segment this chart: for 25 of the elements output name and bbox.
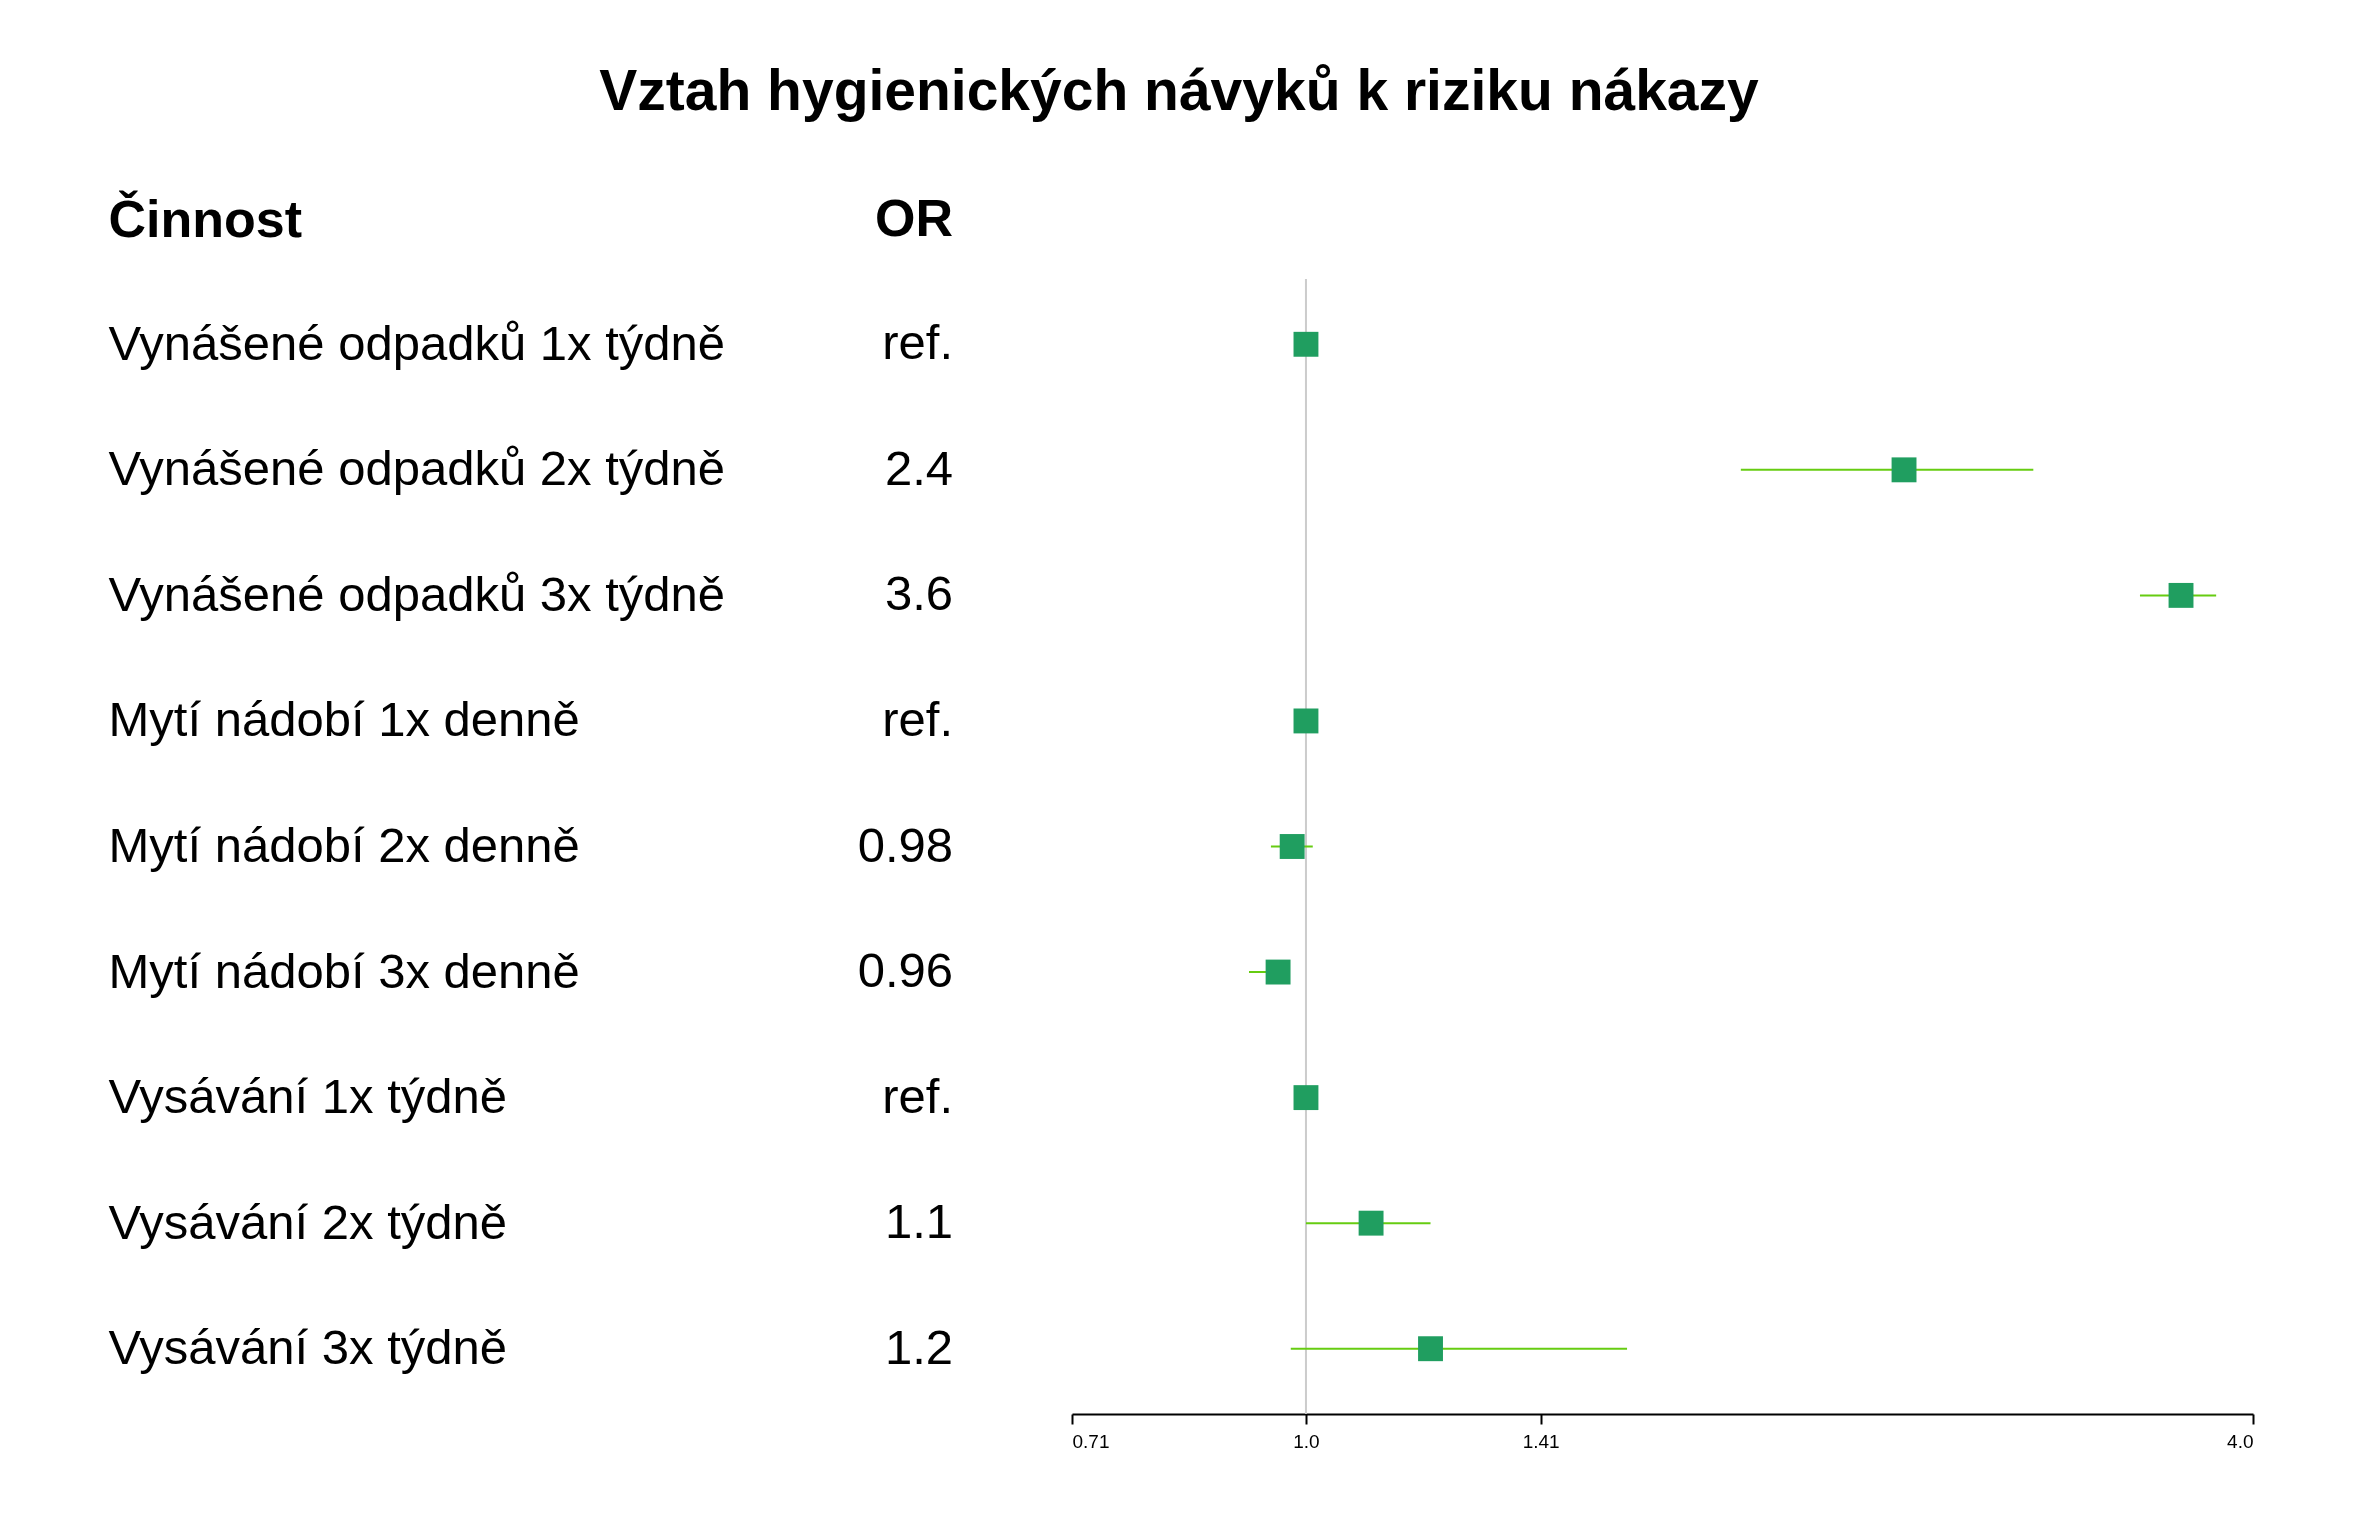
y-tick-label: Mytí nádobí 2x denně — [108, 818, 580, 872]
data-label: ref. — [882, 315, 953, 370]
x-tick-label: 0.71 — [1072, 1430, 1110, 1452]
chart-title: Vztah hygienických návyků k riziku nákazy — [599, 58, 1760, 122]
data-label: 0.98 — [857, 817, 953, 872]
y-tick-label: Vysávání 2x týdně — [108, 1194, 508, 1249]
x-tick-label: 1.41 — [1522, 1430, 1560, 1452]
data-label: 3.6 — [884, 566, 953, 621]
data-label: 2.4 — [884, 440, 953, 495]
y-tick-label: Vysávání 3x týdně — [108, 1320, 508, 1375]
data-label: ref. — [882, 691, 953, 746]
data-label: 1.1 — [884, 1194, 953, 1249]
text: OR — [875, 189, 953, 247]
y-tick-label: Vynášené odpadků 2x týdně — [108, 441, 726, 496]
data-label: ref. — [882, 1068, 953, 1123]
y-tick-label: Vynášené odpadků 3x týdně — [108, 566, 726, 621]
data-label: 1.2 — [884, 1319, 953, 1374]
y-axis-title: Činnost — [108, 189, 303, 248]
x-tick-label: 1.0 — [1293, 1430, 1320, 1452]
x-tick-label: 4.0 — [2227, 1430, 2254, 1452]
y-tick-label: Vynášené odpadků 1x týdně — [108, 315, 726, 370]
data-label: 0.96 — [857, 943, 953, 998]
y-tick-label: Vysávání 1x týdně — [108, 1069, 508, 1124]
y-tick-label: Mytí nádobí 3x denně — [108, 943, 580, 998]
y-tick-label: Mytí nádobí 1x denně — [108, 692, 580, 747]
